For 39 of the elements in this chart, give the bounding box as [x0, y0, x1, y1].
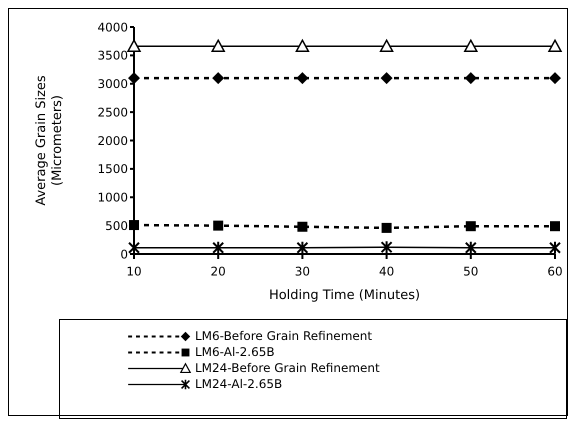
y-tick-label: 3500: [97, 48, 128, 63]
x-tick-label: 40: [378, 264, 394, 279]
point: [212, 72, 224, 84]
point: [296, 72, 308, 84]
x-tick-label: 10: [126, 264, 142, 279]
point: [464, 40, 478, 52]
legend-label: LM24-Before Grain Refinement: [195, 361, 380, 375]
point: [380, 72, 393, 84]
point: [129, 220, 139, 230]
point: [466, 221, 476, 232]
x-axis-title: Holding Time (Minutes): [268, 288, 420, 303]
x-tick-label: 50: [463, 264, 478, 279]
legend-label: LM6-Before Grain Refinement: [195, 329, 372, 343]
y-tick-label: 3000: [97, 77, 128, 92]
point: [550, 221, 560, 232]
y-axis-title: Average Grain Sizes (Micrometers): [34, 75, 65, 206]
point: [297, 222, 308, 232]
point: [213, 220, 224, 231]
point: [464, 72, 477, 84]
y-tick-label: 0: [120, 247, 128, 262]
point: [128, 72, 140, 84]
point: [127, 40, 141, 52]
legend-label: LM24-Al-2.65B: [195, 377, 282, 391]
x-tick-label: 20: [210, 264, 226, 279]
point: [380, 40, 394, 52]
legend-label: LM6-Al-2.65B: [195, 345, 275, 359]
y-tick-label: 2000: [97, 134, 128, 148]
y-tick-label: 2500: [97, 105, 128, 120]
y-tick-label: 1500: [97, 162, 128, 176]
y-tick-label: 1000: [97, 190, 128, 205]
point: [382, 222, 392, 233]
y-tick-label: 500: [105, 218, 128, 233]
point: [211, 40, 225, 52]
point: [548, 40, 562, 52]
point: [296, 40, 310, 52]
x-tick-label: 30: [294, 264, 310, 279]
x-tick-label: 60: [547, 264, 563, 279]
point: [549, 72, 561, 84]
y-tick-label: 4000: [97, 20, 128, 34]
